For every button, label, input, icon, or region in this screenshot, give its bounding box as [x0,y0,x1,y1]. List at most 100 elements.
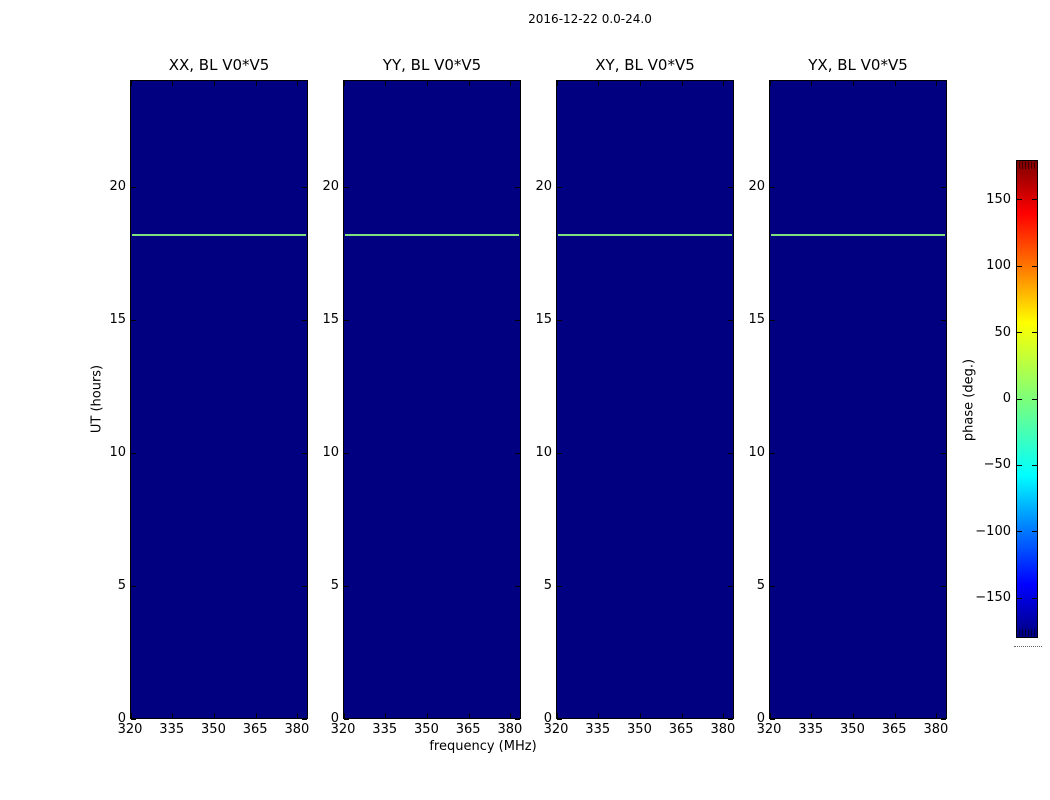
x-tick-mark [255,81,257,86]
y-tick-label: 5 [117,577,126,593]
y-tick-label: 0 [330,711,339,726]
y-tick-mark [302,719,307,720]
x-tick-mark [130,713,132,718]
x-tick-mark [510,713,512,718]
y-tick-mark [302,319,307,321]
x-tick-mark [598,713,600,718]
y-tick-mark [770,452,775,454]
x-tick-label: 380 [710,722,736,737]
x-tick-mark [681,81,683,86]
y-tick-mark [131,452,136,454]
colorbar-tick-mark [1017,531,1022,533]
y-tick-mark [515,452,520,454]
colorbar-tick-label: 100 [986,258,1011,274]
x-tick-mark [213,81,215,86]
colorbar-tick-mark [1032,597,1037,599]
y-tick-mark [770,719,775,720]
y-tick-mark [131,186,136,188]
x-tick-mark [343,81,345,86]
y-tick-mark [941,319,946,321]
y-tick-mark [131,719,136,720]
x-tick-label: 320 [117,722,143,737]
y-tick-mark [728,719,733,720]
colorbar-bottom-comb [1019,629,1035,636]
x-tick-mark [723,713,725,718]
y-tick-mark [728,319,733,321]
y-tick-mark [515,319,520,321]
colorbar-tick-mark [1017,398,1022,400]
y-tick-mark [515,719,520,720]
y-tick-mark [770,585,775,587]
x-tick-mark [468,81,470,86]
x-tick-mark [852,81,854,86]
y-tick-mark [344,319,349,321]
x-tick-mark [936,81,938,86]
x-tick-mark [852,713,854,718]
y-tick-mark [770,319,775,321]
x-tick-mark [385,713,387,718]
y-tick-mark [941,186,946,188]
y-tick-label: 10 [748,444,765,460]
figure-title: 2016-12-22 0.0-24.0 [528,12,652,26]
y-tick-mark [728,585,733,587]
y-tick-mark [557,585,562,587]
colorbar-tick-mark [1017,332,1022,334]
colorbar-tick-mark [1032,332,1037,334]
y-tick-mark [344,719,349,720]
colorbar-tick-mark [1032,531,1037,533]
y-tick-mark [557,719,562,720]
y-tick-label: 15 [535,311,552,327]
heatmap-panel-xx [130,80,308,720]
x-tick-label: 320 [756,722,782,737]
x-tick-mark [172,81,174,86]
colorbar-tick-label: 0 [1002,391,1011,406]
colorbar-top-comb [1019,162,1035,169]
x-tick-label: 380 [284,722,310,737]
y-tick-mark [515,186,520,188]
colorbar-tick-label: −150 [975,590,1011,606]
x-tick-label: 365 [668,722,694,737]
y-tick-mark [302,452,307,454]
x-tick-label: 335 [372,722,398,737]
y-tick-label: 10 [535,444,552,460]
x-tick-mark [426,713,428,718]
y-tick-label: 15 [748,311,765,327]
colorbar-tick-label: 50 [994,324,1011,340]
y-tick-label: 20 [322,178,339,194]
colorbar-tick-mark [1017,265,1022,267]
y-tick-label: 15 [322,311,339,327]
y-tick-label: 0 [543,711,552,726]
x-tick-mark [510,81,512,86]
x-axis-label: frequency (MHz) [429,739,537,754]
feature-row-line [558,234,732,237]
x-tick-mark [639,81,641,86]
x-tick-mark [172,713,174,718]
feature-row-line [345,234,519,237]
colorbar-tick-mark [1032,398,1037,400]
colorbar-tick-label: −50 [983,457,1011,473]
x-tick-mark [426,81,428,86]
y-tick-label: 15 [109,311,126,327]
colorbar-tick-mark [1017,464,1022,466]
y-tick-label: 20 [535,178,552,194]
x-tick-mark [297,713,299,718]
y-tick-label: 20 [109,178,126,194]
x-tick-mark [556,713,558,718]
y-tick-mark [728,186,733,188]
x-tick-label: 365 [242,722,268,737]
x-tick-mark [769,713,771,718]
x-tick-mark [811,713,813,718]
colorbar-tick-mark [1032,199,1037,201]
y-tick-mark [344,452,349,454]
colorbar-footer-dots [1014,646,1042,647]
colorbar-tick-mark [1017,597,1022,599]
y-tick-label: 0 [117,711,126,726]
x-tick-mark [385,81,387,86]
x-tick-mark [811,81,813,86]
x-tick-mark [598,81,600,86]
x-tick-mark [297,81,299,86]
y-tick-mark [131,319,136,321]
colorbar [1016,160,1038,638]
x-tick-label: 365 [881,722,907,737]
